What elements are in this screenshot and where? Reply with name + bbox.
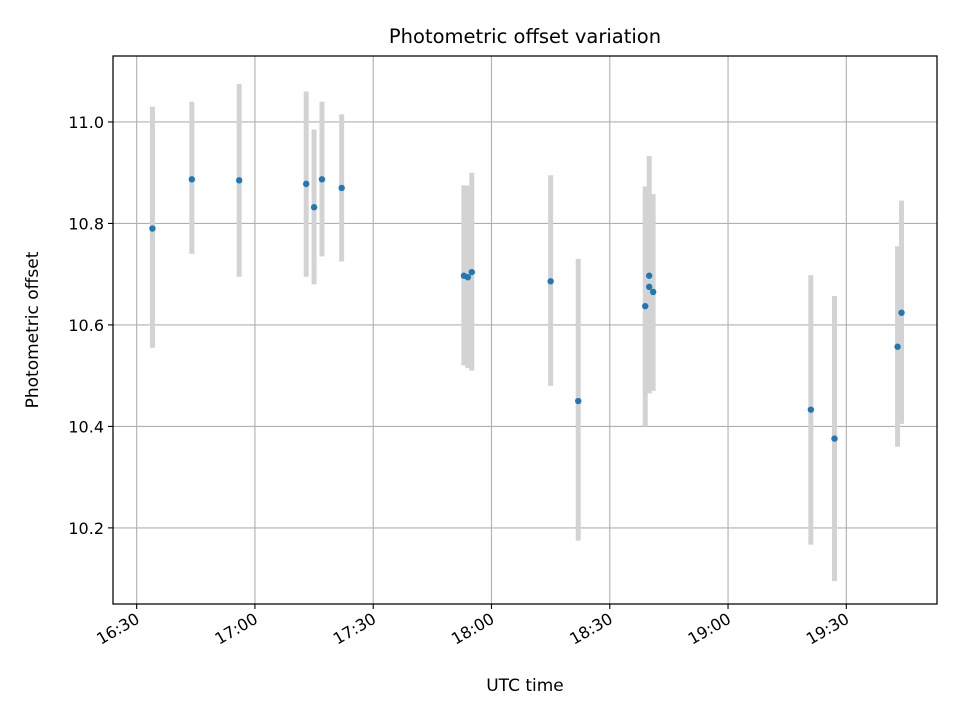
y-axis: 10.2 10.4 10.6 10.8 11.0 [68, 113, 113, 538]
data-point [464, 274, 472, 281]
y-tick-label: 10.8 [68, 214, 104, 233]
data-point [318, 176, 326, 183]
data-point [188, 176, 196, 183]
data-point [645, 272, 653, 279]
y-tick-label: 11.0 [68, 113, 104, 132]
data-point [898, 309, 905, 316]
x-tick-label: 19:00 [685, 609, 734, 649]
data-point [235, 177, 243, 184]
data-point [149, 225, 156, 232]
data-point [302, 180, 310, 188]
data-point [547, 278, 554, 285]
error-bars [149, 83, 905, 582]
data-point [642, 302, 649, 310]
data-point [649, 288, 657, 296]
x-tick-label: 17:30 [330, 609, 379, 649]
x-axis-label: UTC time [486, 676, 564, 696]
chart-title: Photometric offset variation [389, 25, 661, 48]
data-point [807, 406, 815, 413]
y-tick-label: 10.6 [68, 316, 104, 335]
data-point [575, 397, 582, 405]
grid [113, 56, 937, 604]
data-point [468, 268, 475, 276]
x-tick-label: 18:30 [566, 609, 615, 649]
data-point [894, 343, 901, 350]
x-axis: 16:30 17:00 17:30 18:00 18:30 19:00 19:30 [93, 604, 852, 649]
plot-frame [112, 55, 938, 605]
x-tick-label: 18:00 [448, 609, 497, 649]
data-point [645, 283, 653, 291]
data-points [149, 176, 905, 442]
x-tick-label: 17:00 [212, 609, 261, 649]
x-tick-label: 16:30 [93, 609, 142, 649]
x-tick-label: 19:30 [803, 609, 852, 649]
y-tick-label: 10.2 [68, 519, 104, 538]
data-point [831, 435, 838, 442]
y-tick-label: 10.4 [68, 417, 104, 436]
data-point [338, 184, 345, 192]
y-axis-label: Photometric offset [23, 251, 43, 408]
data-point [310, 204, 318, 211]
